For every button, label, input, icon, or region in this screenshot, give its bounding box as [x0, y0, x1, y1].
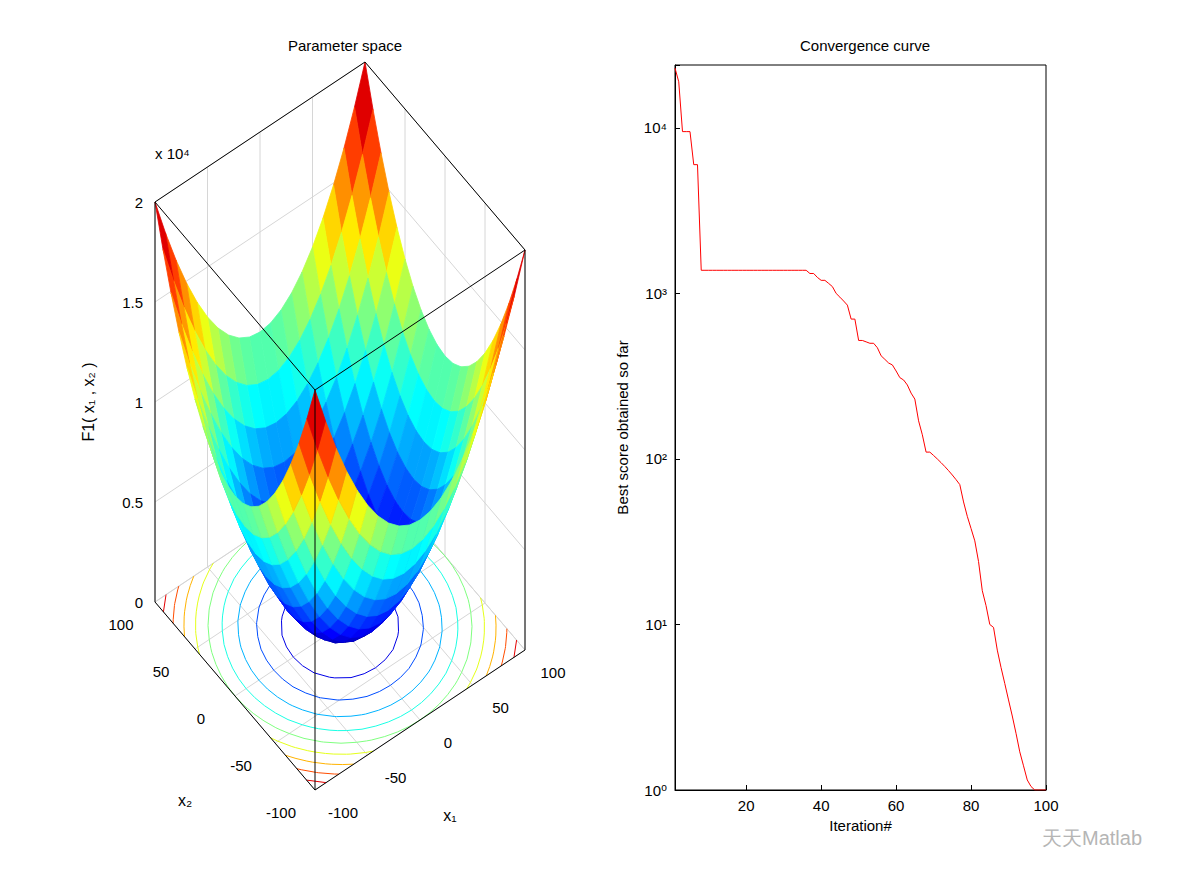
svg-text:10²: 10²	[645, 450, 667, 467]
svg-text:x 10⁴: x 10⁴	[155, 145, 190, 162]
svg-text:0: 0	[444, 734, 452, 751]
svg-text:0: 0	[197, 710, 205, 727]
svg-text:Iteration#: Iteration#	[829, 817, 892, 834]
svg-text:80: 80	[963, 797, 980, 814]
svg-text:x₁: x₁	[443, 807, 456, 824]
svg-text:0: 0	[135, 594, 143, 611]
svg-text:1.5: 1.5	[122, 294, 143, 311]
svg-text:天天Matlab: 天天Matlab	[1042, 827, 1142, 849]
svg-text:10⁰: 10⁰	[644, 782, 667, 799]
svg-text:50: 50	[492, 699, 509, 716]
svg-text:100: 100	[540, 664, 565, 681]
svg-text:-100: -100	[266, 804, 296, 821]
svg-text:2: 2	[135, 194, 143, 211]
svg-text:-100: -100	[328, 804, 358, 821]
svg-text:-50: -50	[385, 769, 407, 786]
svg-text:1: 1	[135, 394, 143, 411]
svg-text:100: 100	[108, 616, 133, 633]
svg-text:10⁴: 10⁴	[644, 119, 667, 136]
svg-text:Convergence curve: Convergence curve	[800, 37, 930, 54]
svg-text:50: 50	[153, 663, 170, 680]
svg-text:10³: 10³	[645, 285, 667, 302]
svg-text:0.5: 0.5	[122, 494, 143, 511]
svg-text:Best score obtained so far: Best score obtained so far	[614, 340, 631, 514]
svg-text:100: 100	[1033, 797, 1058, 814]
svg-text:Parameter space: Parameter space	[288, 37, 402, 54]
svg-text:10¹: 10¹	[645, 616, 667, 633]
svg-text:F1( x₁ , x₂ ): F1( x₁ , x₂ )	[80, 362, 97, 441]
svg-text:-50: -50	[230, 757, 252, 774]
svg-text:20: 20	[738, 797, 755, 814]
svg-text:40: 40	[813, 797, 830, 814]
svg-text:x₂: x₂	[178, 792, 192, 809]
svg-text:60: 60	[888, 797, 905, 814]
